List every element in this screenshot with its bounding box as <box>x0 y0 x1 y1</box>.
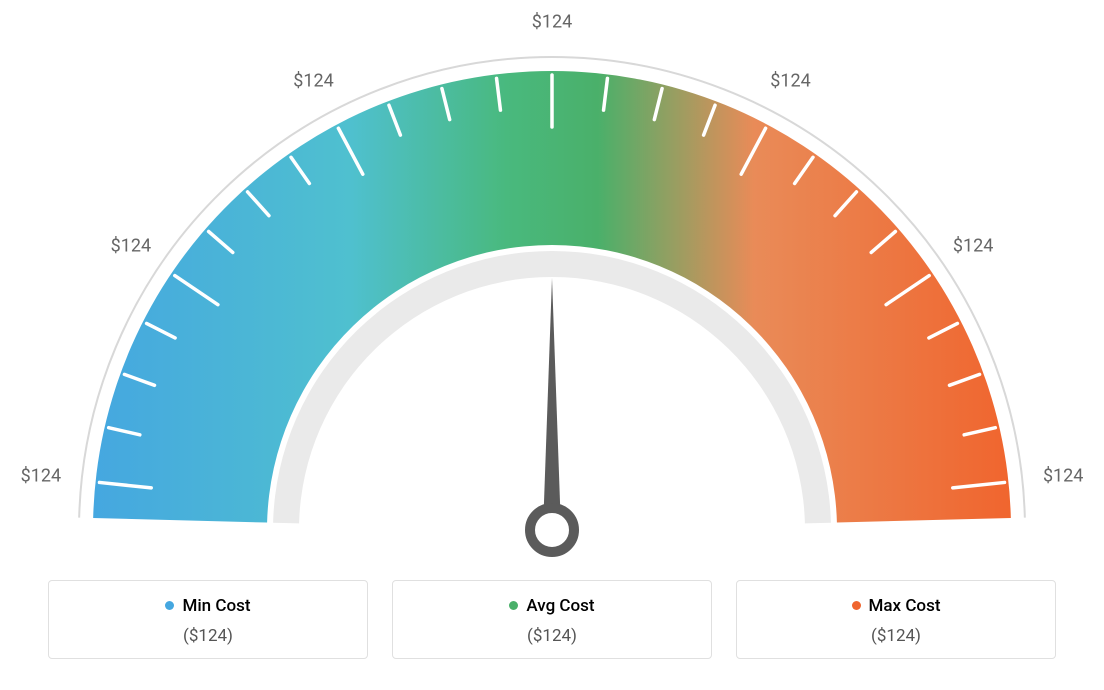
gauge-tick-label: $124 <box>111 235 151 256</box>
legend-dot-max <box>852 601 861 610</box>
gauge-tick-label: $124 <box>293 71 333 92</box>
gauge-svg <box>42 20 1062 580</box>
chart-container: $124 $124 $124 $124 $124 $124 $124 Min Cost ($… <box>0 0 1104 690</box>
legend-value-avg: ($124) <box>403 626 701 646</box>
legend-value-max: ($124) <box>747 626 1045 646</box>
legend-value-min: ($124) <box>59 626 357 646</box>
legend-label-min: Min Cost <box>182 596 250 616</box>
legend-dot-min <box>165 601 174 610</box>
legend-dot-avg <box>509 601 518 610</box>
gauge-tick-label: $124 <box>770 71 810 92</box>
legend-title-max: Max Cost <box>852 596 941 616</box>
gauge-tick-label: $124 <box>21 466 61 487</box>
legend-label-max: Max Cost <box>869 596 941 616</box>
gauge-tick-label: $124 <box>532 12 572 33</box>
gauge-needle <box>543 278 561 530</box>
legend-title-min: Min Cost <box>165 596 250 616</box>
legend-card-min: Min Cost ($124) <box>48 580 368 659</box>
gauge-tick-label: $124 <box>1043 466 1083 487</box>
legend-title-avg: Avg Cost <box>509 596 594 616</box>
legend-card-avg: Avg Cost ($124) <box>392 580 712 659</box>
legend-card-max: Max Cost ($124) <box>736 580 1056 659</box>
legend-row: Min Cost ($124) Avg Cost ($124) Max Cost… <box>0 580 1104 659</box>
legend-label-avg: Avg Cost <box>526 596 594 616</box>
gauge-tick-label: $124 <box>953 235 993 256</box>
gauge-chart: $124$124$124$124$124$124$124 <box>42 20 1062 580</box>
gauge-needle-hub <box>530 508 574 552</box>
